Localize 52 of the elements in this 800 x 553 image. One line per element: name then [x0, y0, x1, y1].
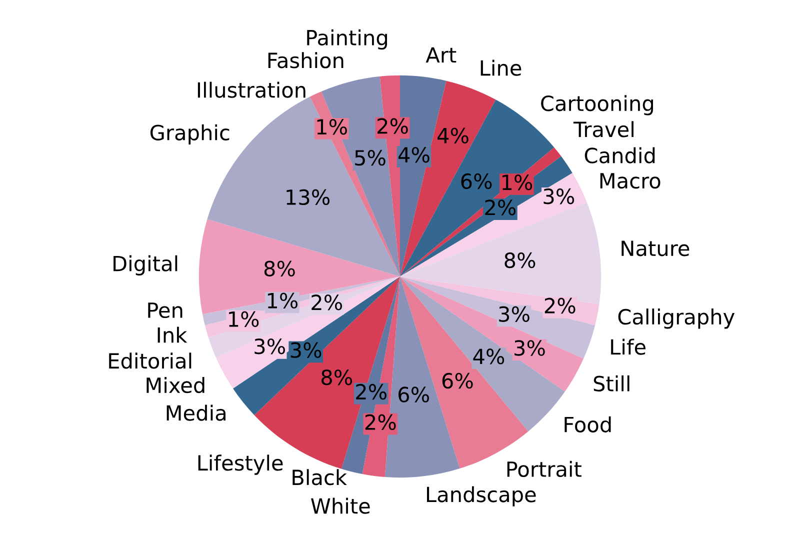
data-label: 13%: [286, 189, 330, 206]
slice-label: Lifestyle: [198, 454, 283, 475]
slice-label: Life: [611, 338, 646, 355]
slice-label: Food: [564, 416, 611, 432]
data-label: 2%: [544, 298, 576, 314]
data-label: 4%: [438, 128, 468, 144]
data-label: 3%: [499, 306, 530, 322]
slice-label: Portrait: [507, 460, 582, 478]
data-label: 8%: [322, 369, 352, 386]
data-label: 3%: [254, 338, 285, 354]
data-label: 4%: [473, 348, 504, 364]
data-label: 1%: [229, 311, 259, 328]
data-label: 2%: [312, 294, 342, 310]
slice-label: Line: [480, 60, 522, 76]
slice-label: Fashion: [268, 52, 344, 68]
slice-label: Pen: [148, 302, 182, 318]
slice-label: Digital: [114, 255, 178, 276]
slice-label: Mixed: [146, 377, 204, 394]
data-label: 2%: [485, 200, 516, 216]
slice-label: Candid: [584, 147, 655, 164]
slice-label: Black: [292, 469, 347, 486]
slice-label: Macro: [600, 173, 660, 189]
slice-label: Landscape: [427, 486, 536, 506]
data-label: 8%: [264, 260, 295, 276]
data-label: 2%: [365, 414, 396, 430]
slice-label: Nature: [622, 240, 690, 256]
slice-label: Painting: [307, 29, 387, 50]
data-label: 6%: [442, 372, 473, 389]
data-label: 3%: [514, 340, 545, 356]
data-label: 2%: [356, 384, 386, 400]
slice-label: Art: [426, 47, 456, 63]
slice-label: Travel: [573, 121, 634, 138]
data-label: 1%: [268, 292, 298, 308]
data-label: 3%: [544, 188, 574, 204]
data-label: 6%: [461, 173, 492, 190]
data-label: 4%: [398, 146, 430, 163]
data-label: 8%: [504, 252, 536, 268]
slice-label: White: [311, 498, 370, 514]
slice-label: Graphic: [150, 124, 230, 145]
legend-label: Ink: [158, 326, 188, 343]
slice-label: Illustration: [198, 82, 306, 98]
slice-label: Cartooning: [541, 95, 653, 116]
data-label: 6%: [398, 386, 429, 402]
data-label: 2%: [378, 118, 408, 134]
data-label: 5%: [355, 150, 386, 166]
data-label: 1%: [502, 174, 532, 190]
data-label: 3%: [290, 342, 322, 358]
data-label: 1%: [317, 118, 347, 135]
slice-label: Calligraphy: [618, 308, 735, 329]
slice-label: Still: [594, 375, 630, 392]
slice-label: Editorial: [109, 352, 192, 369]
slice-label: Media: [166, 404, 226, 421]
